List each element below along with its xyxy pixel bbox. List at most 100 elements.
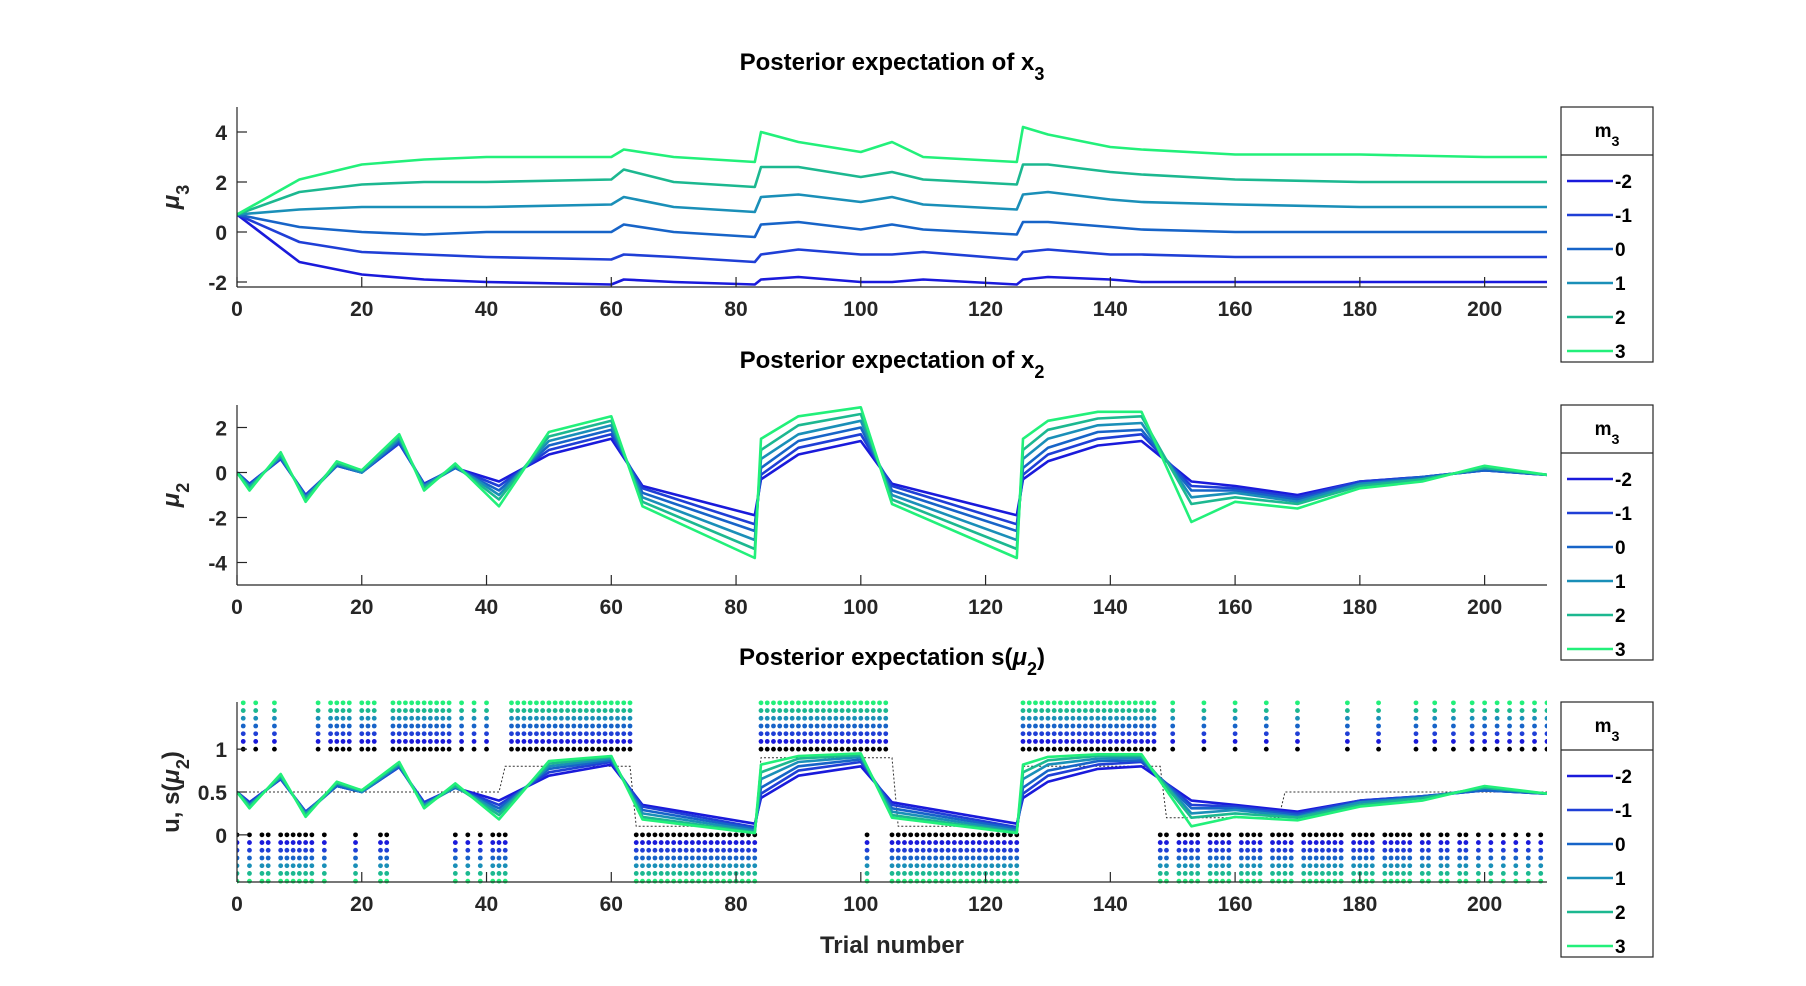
series-line-0: [237, 213, 1547, 239]
u1-response-dot: [1344, 731, 1350, 737]
u0-response-dot: [665, 878, 670, 884]
u1-response-dot: [608, 731, 614, 737]
u0-response-dot: [976, 847, 982, 853]
u1-response-dot: [1095, 731, 1101, 737]
u0-response-dot: [914, 840, 920, 845]
u0-response-dot: [945, 847, 951, 853]
u1-response-dot: [1058, 731, 1063, 737]
u0-response-dot: [1326, 847, 1332, 853]
u1-response-dot: [1139, 700, 1144, 706]
u1-input-dot: [272, 746, 277, 752]
u1-input-dot: [1544, 746, 1547, 752]
u1-response-dot: [1101, 723, 1107, 729]
u1-response-dot: [546, 715, 552, 721]
u1-input-dot: [1451, 746, 1456, 752]
u1-response-dot: [484, 700, 489, 706]
u0-response-dot: [1382, 855, 1388, 861]
u1-response-dot: [839, 739, 845, 744]
u0-response-dot: [864, 847, 870, 853]
text-part: μ: [1011, 644, 1027, 671]
u0-response-dot: [1538, 878, 1544, 884]
u1-response-dot: [396, 731, 402, 737]
u0-response-dot: [714, 847, 720, 853]
u0-response-dot: [1207, 840, 1213, 845]
u0-response-dot: [689, 847, 695, 853]
u0-response-dot: [708, 855, 714, 861]
u1-input-dot: [1039, 746, 1045, 752]
u0-response-dot: [259, 863, 265, 869]
u1-response-dot: [615, 715, 620, 721]
u1-response-dot: [409, 708, 415, 713]
u0-response-dot: [1326, 863, 1332, 869]
u1-response-dot: [240, 723, 246, 729]
u0-response-dot: [951, 878, 957, 884]
legend-label: 1: [1615, 572, 1626, 593]
u0-input-dot: [895, 832, 901, 838]
u0-response-dot: [689, 855, 695, 861]
u0-response-dot: [1338, 871, 1344, 876]
u1-response-dot: [1295, 715, 1300, 721]
u0-response-dot: [920, 840, 926, 845]
u0-response-dot: [671, 847, 677, 853]
u1-input-dot: [1151, 746, 1157, 752]
x-tick-label: 180: [1342, 893, 1377, 916]
u1-response-dot: [558, 723, 564, 729]
u1-response-dot: [814, 700, 820, 706]
u1-response-dot: [571, 708, 577, 713]
u1-response-dot: [870, 739, 876, 744]
u1-response-dot: [558, 708, 564, 713]
u1-response-dot: [540, 731, 546, 737]
u1-input-dot: [1058, 746, 1063, 752]
u1-response-dot: [621, 739, 627, 744]
u0-response-dot: [1320, 863, 1325, 869]
u0-response-dot: [378, 863, 383, 869]
u1-response-dot: [446, 723, 452, 729]
u0-response-dot: [1332, 863, 1338, 869]
u0-response-dot: [989, 847, 995, 853]
u0-response-dot: [1245, 840, 1250, 845]
x-tick-label: 180: [1342, 298, 1377, 321]
legend-label: 3: [1615, 640, 1626, 661]
u1-response-dot: [577, 739, 583, 744]
u0-response-dot: [1326, 871, 1332, 876]
u0-response-dot: [1176, 855, 1182, 861]
u1-response-dot: [1020, 715, 1026, 721]
u0-response-dot: [746, 855, 751, 861]
u1-response-dot: [315, 731, 321, 737]
u1-response-dot: [421, 731, 427, 737]
u0-response-dot: [671, 871, 677, 876]
u1-input-dot: [571, 746, 577, 752]
u1-response-dot: [864, 708, 870, 713]
u1-response-dot: [396, 700, 402, 706]
u1-response-dot: [608, 715, 614, 721]
u1-response-dot: [253, 731, 259, 737]
u0-response-dot: [752, 878, 758, 884]
u1-response-dot: [427, 708, 433, 713]
u1-response-dot: [758, 731, 764, 737]
u1-response-dot: [272, 731, 277, 737]
u0-response-dot: [1301, 840, 1307, 845]
u0-input-dot: [321, 832, 327, 838]
u1-response-dot: [1045, 700, 1051, 706]
u0-response-dot: [721, 847, 726, 853]
u1-response-dot: [328, 708, 333, 713]
u0-input-dot: [976, 832, 982, 838]
u0-input-dot: [1513, 832, 1519, 838]
u1-response-dot: [546, 723, 552, 729]
legend-title: m3: [1595, 121, 1620, 150]
u0-response-dot: [976, 878, 982, 884]
u1-response-dot: [1145, 715, 1151, 721]
u1-response-dot: [602, 731, 608, 737]
u1-response-dot: [764, 739, 770, 744]
y-tick-label: 4: [215, 122, 227, 145]
x-tick-label: 0: [231, 893, 243, 916]
u0-response-dot: [1394, 871, 1400, 876]
u1-response-dot: [1145, 731, 1151, 737]
u0-response-dot: [1226, 878, 1232, 884]
u0-response-dot: [1500, 847, 1506, 853]
u1-response-dot: [864, 731, 870, 737]
u1-response-dot: [540, 739, 546, 744]
u1-response-dot: [446, 715, 452, 721]
u1-response-dot: [1201, 715, 1207, 721]
u1-response-dot: [839, 731, 845, 737]
